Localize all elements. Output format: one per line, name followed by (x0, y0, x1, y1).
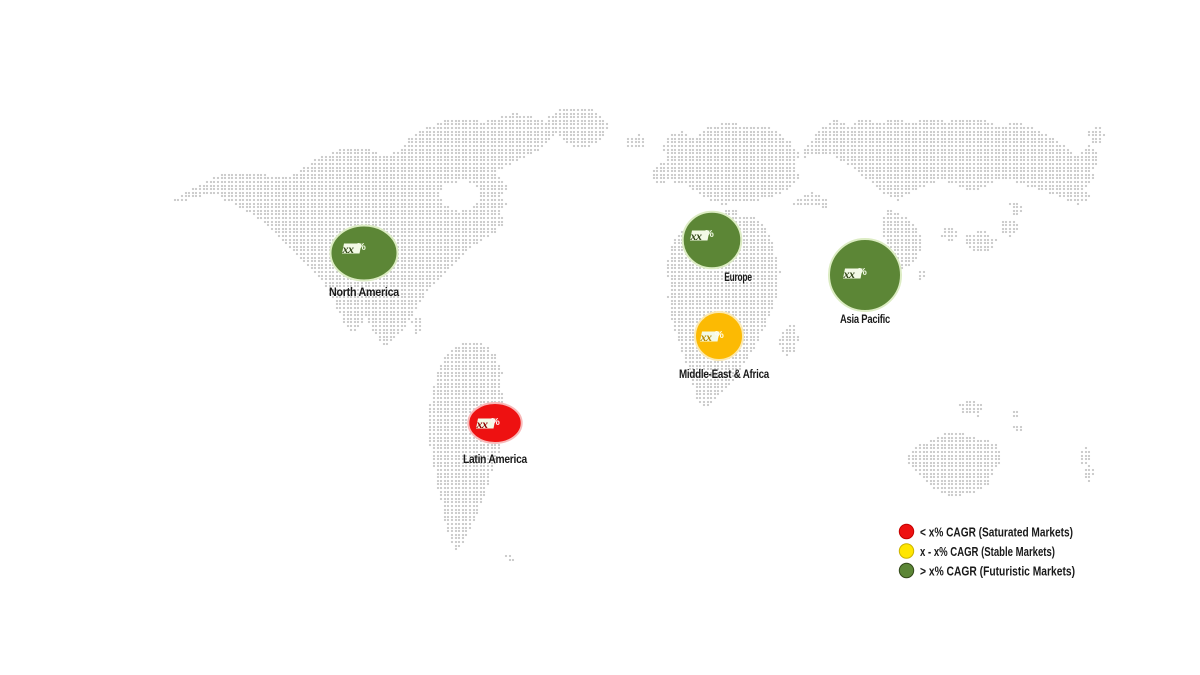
svg-text:> x% CAGR (Futuristic Markets): > x% CAGR (Futuristic Markets) (920, 564, 1075, 579)
svg-text:xx: xx (843, 267, 856, 281)
svg-text:xx: xx (690, 229, 703, 243)
svg-text:Latin America: Latin America (463, 452, 527, 466)
svg-text:x - x% CAGR (Stable Markets): x - x% CAGR (Stable Markets) (920, 544, 1055, 559)
svg-text:Asia Pacific: Asia Pacific (840, 312, 890, 326)
svg-text:%: % (705, 228, 715, 240)
svg-text:xx: xx (700, 330, 713, 344)
svg-text:Middle-East & Africa: Middle-East & Africa (679, 367, 769, 381)
svg-text:xx: xx (342, 242, 355, 256)
svg-text:Europe: Europe (724, 270, 752, 284)
svg-text:< x% CAGR (Saturated Markets): < x% CAGR (Saturated Markets) (920, 525, 1073, 540)
svg-text:%: % (715, 329, 725, 341)
svg-text:%: % (357, 241, 367, 253)
svg-text:North America: North America (329, 285, 399, 299)
svg-text:%: % (858, 266, 868, 278)
svg-text:xx: xx (476, 417, 489, 431)
svg-text:%: % (491, 416, 501, 428)
